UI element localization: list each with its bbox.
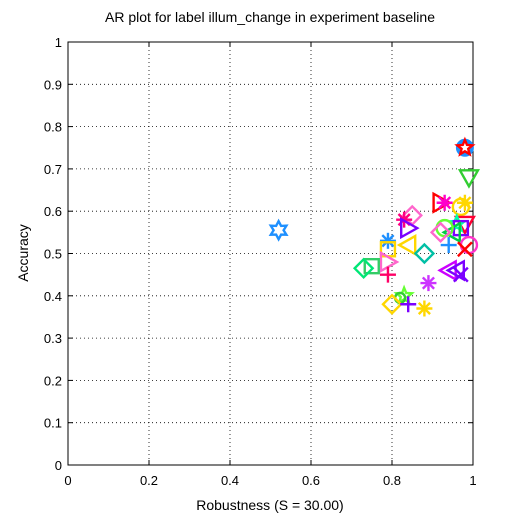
data-point-diamond [381, 293, 403, 315]
data-point-diamond [413, 242, 436, 265]
data-point-asterisk [379, 232, 396, 249]
axis-ticks: 0 0.2 0.4 0.6 0.8 1 0 0.1 0.2 0.3 0.4 0.5 0.6 0.7 0.8 0… [44, 35, 477, 488]
y-tick-label: 0.8 [44, 120, 62, 135]
y-tick-label: 1 [55, 35, 62, 50]
data-point-asterisk [436, 194, 453, 211]
data-point-triangle-right [379, 250, 400, 274]
y-tick-label: 0.2 [44, 373, 62, 388]
data-points [268, 136, 481, 317]
data-point-triangle-left [396, 233, 417, 257]
data-point-triangle-right [400, 217, 420, 240]
y-tick-label: 0.5 [44, 247, 62, 262]
x-tick-label: 0.4 [221, 473, 239, 488]
y-tick-label: 0.9 [44, 77, 62, 92]
data-point-square [363, 257, 380, 275]
y-tick-label: 0.3 [44, 331, 62, 346]
data-point-pentagram [454, 136, 476, 157]
data-point-plus [440, 237, 457, 254]
x-tick-label: 1 [469, 473, 476, 488]
data-point-hexagram [268, 218, 289, 242]
data-point-asterisk [456, 194, 473, 211]
data-point-x [453, 266, 469, 283]
y-tick-label: 0 [55, 458, 62, 473]
data-point-asterisk [420, 275, 437, 292]
x-axis-label: Robustness (S = 30.00) [196, 497, 343, 513]
data-point-circle [451, 197, 471, 217]
x-tick-label: 0.2 [140, 473, 158, 488]
x-tick-label: 0 [64, 473, 71, 488]
data-point-x [457, 241, 473, 258]
data-point-diamond [429, 221, 452, 244]
chart-title: AR plot for label illum_change in experi… [105, 9, 435, 25]
data-point-triangle-down [457, 169, 481, 189]
data-point-asterisk [416, 300, 433, 317]
data-point-plus [379, 266, 396, 283]
x-tick-label: 0.6 [302, 473, 320, 488]
y-tick-label: 0.4 [44, 289, 62, 304]
y-tick-label: 0.7 [44, 162, 62, 177]
data-point-diamond [352, 257, 375, 280]
x-tick-label: 0.8 [383, 473, 401, 488]
y-tick-label: 0.1 [44, 416, 62, 431]
data-point-plus [400, 296, 417, 313]
grid-lines [68, 42, 473, 465]
y-axis-label: Accuracy [15, 224, 31, 282]
y-tick-label: 0.6 [44, 204, 62, 219]
